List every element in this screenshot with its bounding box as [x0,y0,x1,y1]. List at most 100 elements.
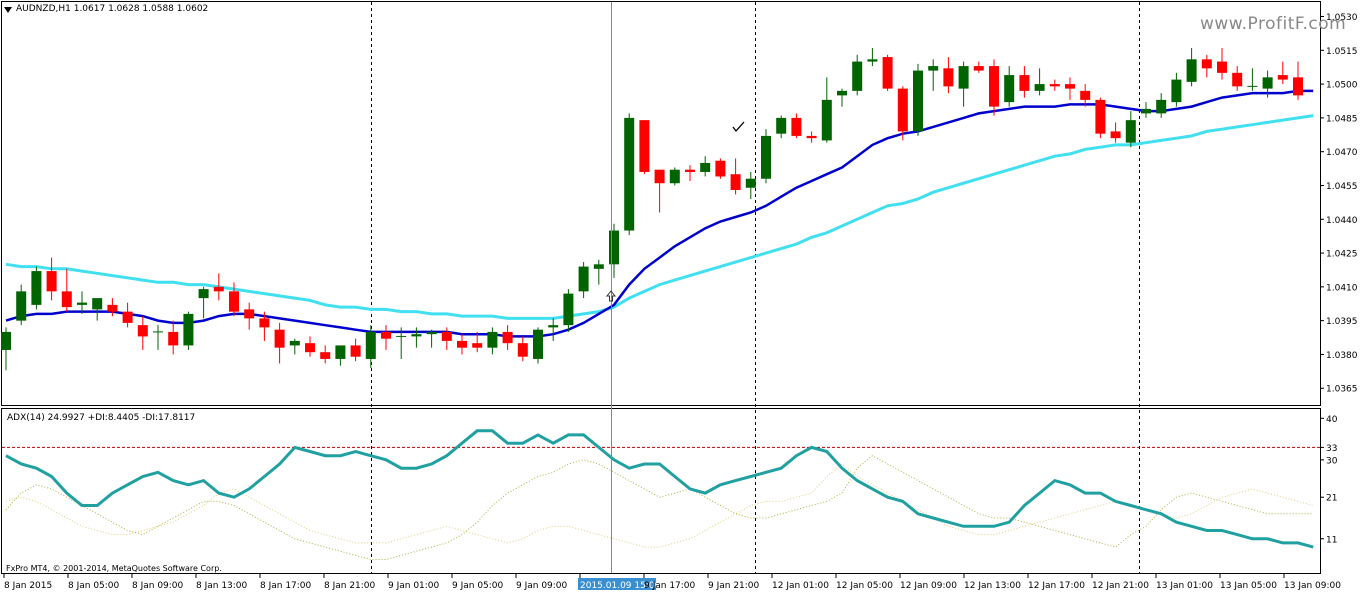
buy-arrow-icon[interactable] [605,290,617,302]
candle [1277,61,1288,85]
candle-body [274,329,285,348]
time-axis-label: 8 Jan 05:00 [68,581,120,591]
candle-body [31,271,42,305]
time-axis-label: 9 Jan 17:00 [644,581,696,591]
candle-body [928,66,939,71]
candle [381,325,391,350]
candle-body [365,331,376,359]
candle [1004,66,1015,107]
candle [1186,48,1197,87]
main-panel-frame [1,1,1321,406]
fast-ma-path [5,89,1314,338]
candle [487,327,498,355]
candle [928,59,939,91]
candle [1141,102,1151,118]
candle [745,171,756,199]
candle [213,273,224,301]
symbol-info-header: AUDNZD,H1 1.0617 1.0628 1.0588 1.0602 [16,4,209,14]
candle-body [669,169,680,184]
candle [350,338,361,362]
candle-body [183,313,194,346]
candle-body [289,340,300,346]
plus-di-path [5,455,1314,560]
time-axis-label: 8 Jan 17:00 [260,581,312,591]
check-mark-icon [732,121,745,133]
candle [274,322,285,364]
candle-body [1217,61,1227,73]
candle [107,298,118,317]
candle [533,327,543,364]
candle-body [487,331,498,348]
candle-body [821,99,832,141]
candle [122,302,133,328]
candle [685,165,695,181]
candle [365,325,376,368]
candle [472,331,483,353]
candle-body [776,117,787,134]
time-highlight-box [578,578,656,590]
candle-body [1171,79,1182,103]
candle [548,318,559,341]
time-axis-label: 9 Jan 09:00 [516,581,568,591]
candle-body [426,331,437,335]
candle [1293,61,1303,100]
candle [669,167,680,186]
candle-body [381,331,391,339]
time-axis-label: 8 Jan 2015 [4,581,52,591]
candle [335,345,346,366]
candle [958,61,969,107]
candle-body [1095,99,1106,134]
candle [852,54,863,96]
candle-body [77,302,87,305]
candle-body [1277,75,1288,80]
candle-body [1004,75,1015,103]
time-axis-label: 13 Jan 09:00 [1284,581,1341,591]
chart-menu-triangle-icon[interactable] [4,7,12,13]
period-separators [371,2,1140,573]
candle-body [700,162,711,172]
candle-body [16,291,27,321]
candle [183,311,194,350]
candle-body [411,334,422,337]
candle-body [1125,120,1136,143]
time-axis-label: 8 Jan 09:00 [132,581,184,591]
candle-body [593,264,604,269]
candle [806,131,817,143]
candle-body [457,340,467,348]
candle-body [1034,84,1045,91]
candle-body [989,66,999,107]
candle-body [654,169,665,184]
time-axis-label: 8 Jan 13:00 [196,581,248,591]
adx-axis-label: 33 [1326,444,1337,454]
candle-body [244,309,255,319]
candle-body [122,311,133,323]
candle-body [837,90,847,96]
candle-body [1232,72,1243,87]
price-axis-label: 1.0425 [1326,250,1358,260]
candle-body [1186,59,1197,82]
slow-ma-path [5,114,1314,320]
candle-body [46,271,57,292]
candle-body [1019,75,1030,91]
adx-axis: 40 33 30 21 11 [1320,415,1338,545]
candle [411,327,422,348]
candle [153,325,163,350]
candle [396,327,407,359]
candle-body [609,230,619,265]
candle [517,336,528,362]
time-axis-label: 12 Jan 13:00 [964,581,1021,591]
candle-body [107,304,118,312]
candle [943,57,954,94]
candle [1110,122,1121,143]
candle [563,289,574,332]
candle-body [320,352,331,359]
candle [1034,68,1045,96]
candle-body [806,135,817,139]
candle [609,223,619,278]
candle [31,266,42,310]
candle [791,113,802,139]
candle [989,59,999,116]
candle-body [517,343,528,357]
